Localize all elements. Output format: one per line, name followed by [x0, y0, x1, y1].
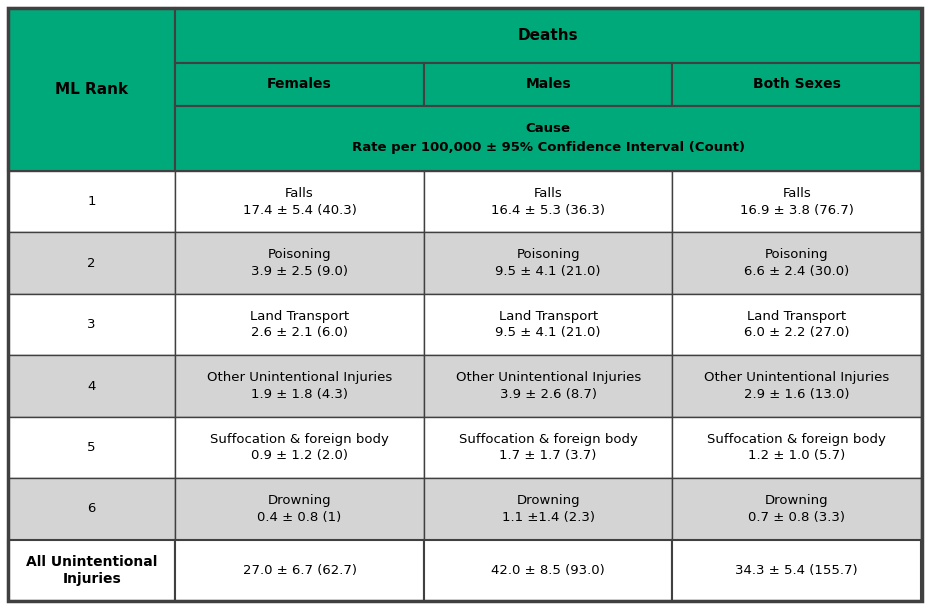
Text: Suffocation & foreign body
0.9 ± 1.2 (2.0): Suffocation & foreign body 0.9 ± 1.2 (2.… — [210, 433, 389, 462]
Bar — [175, 294, 424, 355]
Bar — [8, 171, 175, 233]
Text: Drowning
1.1 ±1.4 (2.3): Drowning 1.1 ±1.4 (2.3) — [501, 494, 594, 524]
Text: Other Unintentional Injuries
2.9 ± 1.6 (13.0): Other Unintentional Injuries 2.9 ± 1.6 (… — [704, 371, 889, 401]
Text: Land Transport
9.5 ± 4.1 (21.0): Land Transport 9.5 ± 4.1 (21.0) — [496, 310, 601, 339]
Bar — [175, 478, 424, 540]
Bar — [175, 540, 424, 601]
Text: 42.0 ± 8.5 (93.0): 42.0 ± 8.5 (93.0) — [491, 564, 605, 577]
Text: Males: Males — [525, 77, 571, 91]
Bar — [424, 171, 672, 233]
Bar — [175, 171, 424, 233]
Bar — [175, 233, 424, 294]
Bar — [8, 478, 175, 540]
Bar — [175, 106, 921, 171]
Text: Poisoning
6.6 ± 2.4 (30.0): Poisoning 6.6 ± 2.4 (30.0) — [744, 248, 849, 278]
Text: 4: 4 — [87, 379, 96, 393]
Text: Falls
16.9 ± 3.8 (76.7): Falls 16.9 ± 3.8 (76.7) — [740, 187, 854, 217]
Text: Drowning
0.7 ± 0.8 (3.3): Drowning 0.7 ± 0.8 (3.3) — [749, 494, 845, 524]
Bar — [175, 417, 424, 478]
Text: ML Rank: ML Rank — [55, 82, 128, 97]
Text: Cause
Rate per 100,000 ± 95% Confidence Interval (Count): Cause Rate per 100,000 ± 95% Confidence … — [352, 122, 745, 155]
Bar — [672, 417, 921, 478]
Text: 1: 1 — [87, 195, 96, 208]
Text: Both Sexes: Both Sexes — [753, 77, 841, 91]
Bar — [672, 478, 921, 540]
Bar — [175, 8, 921, 63]
Bar — [424, 417, 672, 478]
Text: Suffocation & foreign body
1.7 ± 1.7 (3.7): Suffocation & foreign body 1.7 ± 1.7 (3.… — [458, 433, 638, 462]
Bar — [424, 63, 672, 106]
Bar — [672, 294, 921, 355]
Text: Poisoning
3.9 ± 2.5 (9.0): Poisoning 3.9 ± 2.5 (9.0) — [251, 248, 348, 278]
Text: 34.3 ± 5.4 (155.7): 34.3 ± 5.4 (155.7) — [736, 564, 858, 577]
Text: Other Unintentional Injuries
3.9 ± 2.6 (8.7): Other Unintentional Injuries 3.9 ± 2.6 (… — [456, 371, 641, 401]
Bar — [672, 540, 921, 601]
Bar — [175, 63, 424, 106]
Text: All Unintentional
Injuries: All Unintentional Injuries — [26, 555, 157, 586]
Text: Land Transport
2.6 ± 2.1 (6.0): Land Transport 2.6 ± 2.1 (6.0) — [250, 310, 349, 339]
Text: Falls
17.4 ± 5.4 (40.3): Falls 17.4 ± 5.4 (40.3) — [243, 187, 356, 217]
Bar — [672, 63, 921, 106]
Bar — [8, 8, 175, 171]
Bar — [424, 233, 672, 294]
Text: 5: 5 — [87, 441, 96, 454]
Bar — [8, 233, 175, 294]
Bar — [672, 233, 921, 294]
Text: 2: 2 — [87, 257, 96, 270]
Bar — [8, 540, 175, 601]
Bar — [175, 355, 424, 417]
Text: 27.0 ± 6.7 (62.7): 27.0 ± 6.7 (62.7) — [243, 564, 356, 577]
Text: Other Unintentional Injuries
1.9 ± 1.8 (4.3): Other Unintentional Injuries 1.9 ± 1.8 (… — [207, 371, 392, 401]
Text: Females: Females — [267, 77, 332, 91]
Text: Poisoning
9.5 ± 4.1 (21.0): Poisoning 9.5 ± 4.1 (21.0) — [496, 248, 601, 278]
Bar — [8, 294, 175, 355]
Bar — [424, 540, 672, 601]
Bar — [672, 355, 921, 417]
Text: 6: 6 — [87, 502, 96, 515]
Bar — [424, 478, 672, 540]
Text: 3: 3 — [87, 318, 96, 331]
Text: Drowning
0.4 ± 0.8 (1): Drowning 0.4 ± 0.8 (1) — [258, 494, 341, 524]
Bar — [8, 417, 175, 478]
Text: Deaths: Deaths — [518, 28, 578, 43]
Bar — [424, 294, 672, 355]
Text: Suffocation & foreign body
1.2 ± 1.0 (5.7): Suffocation & foreign body 1.2 ± 1.0 (5.… — [708, 433, 886, 462]
Text: Land Transport
6.0 ± 2.2 (27.0): Land Transport 6.0 ± 2.2 (27.0) — [744, 310, 849, 339]
Bar — [424, 355, 672, 417]
Bar — [8, 355, 175, 417]
Text: Falls
16.4 ± 5.3 (36.3): Falls 16.4 ± 5.3 (36.3) — [491, 187, 605, 217]
Bar — [672, 171, 921, 233]
